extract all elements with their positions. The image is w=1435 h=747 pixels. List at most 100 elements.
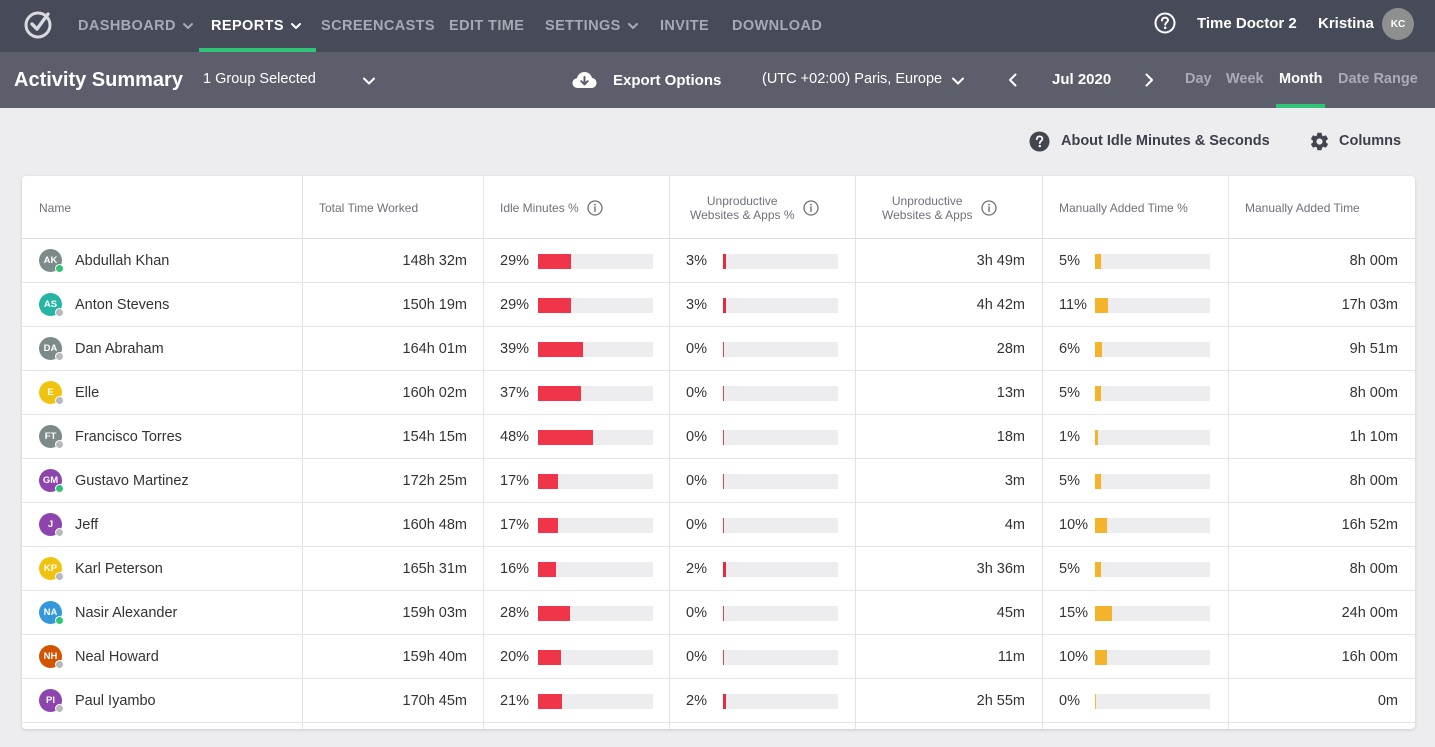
cloud-download-icon[interactable] [571, 69, 598, 91]
table-row[interactable]: E Elle 160h 02m 37% 0% 13m 5% 8h 00m [22, 371, 1415, 415]
product-switch-label[interactable]: Time Doctor 2 [1197, 15, 1297, 32]
column-header-total-time[interactable]: Total Time Worked [319, 200, 419, 215]
nav-item-reports[interactable]: REPORTS [199, 0, 316, 52]
user-avatar[interactable]: KC [1382, 8, 1414, 40]
idle-pct-value: 20% [500, 649, 530, 665]
idle-pct-value: 39% [500, 341, 530, 357]
help-icon[interactable] [1154, 12, 1176, 34]
online-status-dot [55, 264, 64, 273]
user-name-link[interactable]: Neal Howard [75, 649, 159, 665]
tab-day[interactable]: Day [1185, 71, 1212, 87]
unproductive-pct-bar [723, 694, 838, 709]
user-name-link[interactable]: Paul Iyambo [75, 693, 156, 709]
unproductive-pct-bar [723, 518, 838, 533]
user-name-link[interactable]: Jeff [75, 517, 99, 533]
unproductive-time: 18m [996, 429, 1025, 445]
column-header-unproductive[interactable]: Unproductive Websites & Apps [882, 176, 997, 239]
user-name-link[interactable]: Karl Peterson [75, 561, 163, 577]
chevron-left-icon[interactable] [1006, 72, 1020, 88]
idle-pct-bar [538, 518, 653, 533]
table-row[interactable]: AK Abdullah Khan 148h 32m 29% 3% 3h 49m 5% 8h 0… [22, 239, 1415, 283]
user-name-link[interactable]: Gustavo Martinez [75, 473, 189, 489]
table-row[interactable]: KP Karl Peterson 165h 31m 16% 2% 3h 36m 5% 8h 0… [22, 547, 1415, 591]
nav-item-label: DASHBOARD [78, 18, 176, 34]
column-divider [1228, 176, 1229, 729]
avatar-initials: GM [42, 475, 59, 486]
unproductive-time: 4h 42m [976, 297, 1025, 313]
page-title: Activity Summary [14, 69, 183, 91]
columns-button[interactable]: Columns [1339, 133, 1402, 149]
table-row[interactable]: AS Anton Stevens 150h 19m 29% 3% 4h 42m 11% 17h… [22, 283, 1415, 327]
user-name[interactable]: Kristina [1318, 15, 1374, 32]
user-name-link[interactable]: Nasir Alexander [75, 605, 178, 621]
idle-pct-bar [538, 606, 653, 621]
chevron-right-icon[interactable] [1142, 72, 1156, 88]
timezone-selector[interactable]: (UTC +02:00) Paris, Europe [762, 71, 943, 87]
idle-pct-value: 17% [500, 473, 530, 489]
info-icon[interactable] [802, 199, 819, 216]
manual-pct-value: 11% [1059, 297, 1087, 313]
group-selector[interactable]: 1 Group Selected [203, 71, 316, 87]
column-divider [1042, 176, 1043, 729]
unproductive-pct-value: 2% [686, 561, 707, 577]
time-doctor-logo-icon[interactable] [22, 8, 54, 40]
idle-pct-value: 21% [500, 693, 530, 709]
table-row[interactable]: PI Paul Iyambo 170h 45m 21% 2% 2h 55m 0% 0m [22, 679, 1415, 723]
column-header-name[interactable]: Name [39, 200, 72, 215]
tab-week[interactable]: Week [1226, 71, 1264, 87]
nav-item-invite[interactable]: INVITE [660, 0, 709, 52]
offline-status-dot [55, 704, 64, 713]
table-row[interactable]: J Jeff 160h 48m 17% 0% 4m 10% 16h 52m [22, 503, 1415, 547]
chevron-down-icon [182, 23, 193, 29]
nav-item-screencasts[interactable]: SCREENCASTS [321, 0, 435, 52]
table-row[interactable]: FT Francisco Torres 154h 15m 48% 0% 18m 1% 1h 1… [22, 415, 1415, 459]
table-row[interactable]: NA Nasir Alexander 159h 03m 28% 0% 45m 15% 24h … [22, 591, 1415, 635]
user-name-link[interactable]: Dan Abraham [75, 341, 164, 357]
nav-item-download[interactable]: DOWNLOAD [732, 0, 822, 52]
unproductive-time: 45m [996, 605, 1025, 621]
user-name-link[interactable]: Anton Stevens [75, 297, 170, 313]
unproductive-pct-value: 0% [686, 605, 707, 621]
idle-pct-bar [538, 694, 653, 709]
column-header-unproductive-pct[interactable]: Unproductive Websites & Apps % [690, 176, 819, 239]
column-header-manual[interactable]: Manually Added Time [1245, 200, 1360, 215]
export-options-button[interactable]: Export Options [613, 72, 722, 89]
manual-pct-value: 5% [1059, 385, 1080, 401]
header-line: Websites & Apps % [690, 207, 795, 222]
table-row[interactable]: DA Dan Abraham 164h 01m 39% 0% 28m 6% 9h 51m [22, 327, 1415, 371]
user-avatar: KP [39, 557, 64, 581]
info-icon[interactable] [587, 199, 603, 216]
idle-pct-value: 16% [500, 561, 530, 577]
table-row[interactable]: NH Neal Howard 159h 40m 20% 0% 11m 10% 16h 00m [22, 635, 1415, 679]
manual-pct-bar [1095, 606, 1210, 621]
manual-pct-bar-fill [1095, 474, 1101, 489]
column-header-idle-pct[interactable]: Idle Minutes % [500, 176, 603, 239]
tab-month[interactable]: Month [1275, 71, 1327, 108]
user-avatar: GM [39, 469, 64, 493]
avatar-initials: AK [43, 255, 58, 266]
unproductive-time: 2h 55m [976, 693, 1025, 709]
idle-pct-bar-fill [538, 298, 572, 313]
idle-pct-value: 29% [500, 253, 530, 269]
manually-added-time: 8h 00m [1349, 473, 1398, 489]
unproductive-pct-bar [723, 474, 838, 489]
table-row[interactable]: GM Gustavo Martinez 172h 25m 17% 0% 3m 5% 8h 00… [22, 459, 1415, 503]
chevron-down-icon[interactable] [362, 74, 376, 88]
nav-item-edit-time[interactable]: EDIT TIME [449, 0, 524, 52]
user-name-link[interactable]: Abdullah Khan [75, 253, 170, 269]
user-name-link[interactable]: Elle [75, 385, 100, 401]
user-name-link[interactable]: Francisco Torres [75, 429, 182, 445]
info-icon[interactable] [980, 199, 997, 216]
question-circle-icon[interactable] [1029, 131, 1050, 152]
column-header-manual-pct[interactable]: Manually Added Time % [1059, 200, 1188, 215]
unproductive-pct-bar-fill [723, 650, 724, 665]
unproductive-pct-bar [723, 342, 838, 357]
idle-pct-bar [538, 562, 653, 577]
manually-added-time: 8h 00m [1349, 561, 1398, 577]
nav-item-dashboard[interactable]: DASHBOARD [78, 0, 194, 52]
about-idle-link[interactable]: About Idle Minutes & Seconds [1061, 133, 1270, 149]
gear-icon[interactable] [1309, 131, 1330, 152]
tab-date-range[interactable]: Date Range [1338, 71, 1418, 87]
chevron-down-icon[interactable] [951, 74, 965, 88]
nav-item-settings[interactable]: SETTINGS [545, 0, 639, 52]
